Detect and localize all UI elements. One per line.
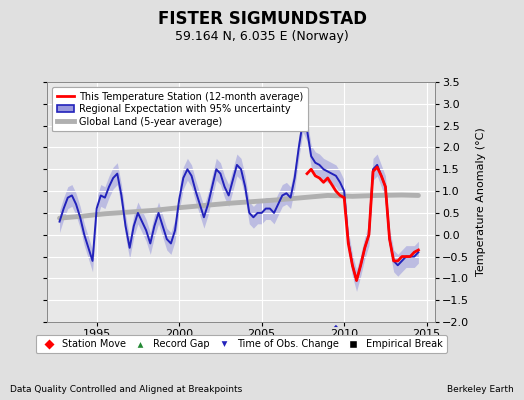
Text: FISTER SIGMUNDSTAD: FISTER SIGMUNDSTAD	[158, 10, 366, 28]
Legend: Station Move, Record Gap, Time of Obs. Change, Empirical Break: Station Move, Record Gap, Time of Obs. C…	[36, 335, 446, 353]
Legend: This Temperature Station (12-month average), Regional Expectation with 95% uncer: This Temperature Station (12-month avera…	[52, 87, 308, 132]
Text: 59.164 N, 6.035 E (Norway): 59.164 N, 6.035 E (Norway)	[175, 30, 349, 43]
Text: Berkeley Earth: Berkeley Earth	[447, 385, 514, 394]
Text: Data Quality Controlled and Aligned at Breakpoints: Data Quality Controlled and Aligned at B…	[10, 385, 243, 394]
Y-axis label: Temperature Anomaly (°C): Temperature Anomaly (°C)	[476, 128, 486, 276]
